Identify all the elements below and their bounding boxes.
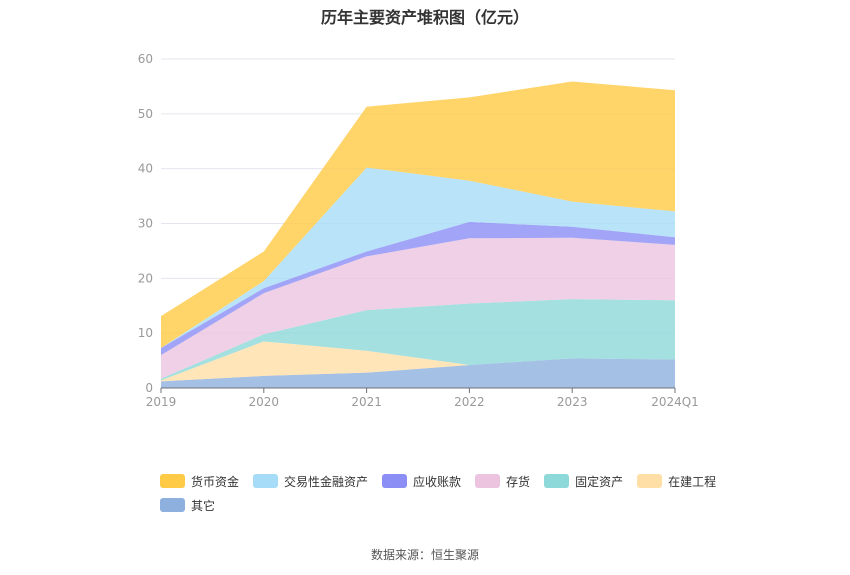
legend-item[interactable]: 固定资产 xyxy=(544,473,623,489)
chart-title: 历年主要资产堆积图（亿元） xyxy=(320,8,529,27)
x-tick-label: 2020 xyxy=(249,395,280,409)
legend-swatch xyxy=(253,474,279,488)
stacked-area-chart: 0 10 20 30 40 50 60 2019 2020 2021 2022 2023 2024Q1 xyxy=(138,52,699,409)
x-tick-label: 2024Q1 xyxy=(651,395,699,409)
x-tick-label: 2022 xyxy=(454,395,485,409)
legend-item[interactable]: 存货 xyxy=(475,473,530,489)
legend-label: 应收账款 xyxy=(413,474,462,489)
legend-label: 货币资金 xyxy=(191,474,240,489)
legend-item[interactable]: 其它 xyxy=(160,497,215,513)
area-series xyxy=(161,81,675,388)
legend-label: 交易性金融资产 xyxy=(284,474,369,489)
legend-swatch xyxy=(475,474,501,488)
x-tick-label: 2023 xyxy=(557,395,588,409)
legend-swatch xyxy=(382,474,408,488)
legend-label: 其它 xyxy=(191,498,216,513)
legend-swatch xyxy=(544,474,570,488)
y-tick-label: 30 xyxy=(138,217,153,231)
area-series-存货[interactable] xyxy=(161,237,675,379)
area-series-货币资金[interactable] xyxy=(161,81,675,348)
legend-item[interactable]: 应收账款 xyxy=(382,473,461,489)
legend-label: 存货 xyxy=(506,474,531,489)
y-tick-label: 60 xyxy=(138,52,153,66)
data-source-note: 数据来源：恒生聚源 xyxy=(370,548,479,562)
legend-label: 在建工程 xyxy=(668,474,717,489)
area-series-交易性金融资产[interactable] xyxy=(161,167,675,348)
legend-swatch xyxy=(160,498,185,512)
legend: 货币资金 交易性金融资产 应收账款 存货 固定资产 在建工程其它 xyxy=(160,473,720,513)
legend-swatch xyxy=(637,474,663,488)
y-tick-label: 40 xyxy=(138,162,153,176)
y-tick-label: 10 xyxy=(138,326,153,340)
area-series-应收账款[interactable] xyxy=(161,221,675,356)
area-series-在建工程[interactable] xyxy=(161,341,675,382)
y-tick-label: 20 xyxy=(138,271,153,285)
x-tick-label: 2021 xyxy=(351,395,382,409)
legend-label: 固定资产 xyxy=(575,474,624,489)
area-series-固定资产[interactable] xyxy=(161,299,675,381)
legend-item[interactable]: 交易性金融资产 xyxy=(253,473,368,489)
legend-item[interactable]: 在建工程 xyxy=(637,473,716,489)
area-series-其它[interactable] xyxy=(161,358,675,388)
y-tick-label: 0 xyxy=(145,381,153,395)
axes: 0 10 20 30 40 50 60 2019 2020 2021 2022 2023 2024Q1 xyxy=(138,52,699,409)
y-tick-label: 50 xyxy=(138,107,153,121)
legend-item[interactable]: 货币资金 xyxy=(160,473,239,489)
legend-swatch xyxy=(160,474,185,488)
x-tick-label: 2019 xyxy=(146,395,177,409)
